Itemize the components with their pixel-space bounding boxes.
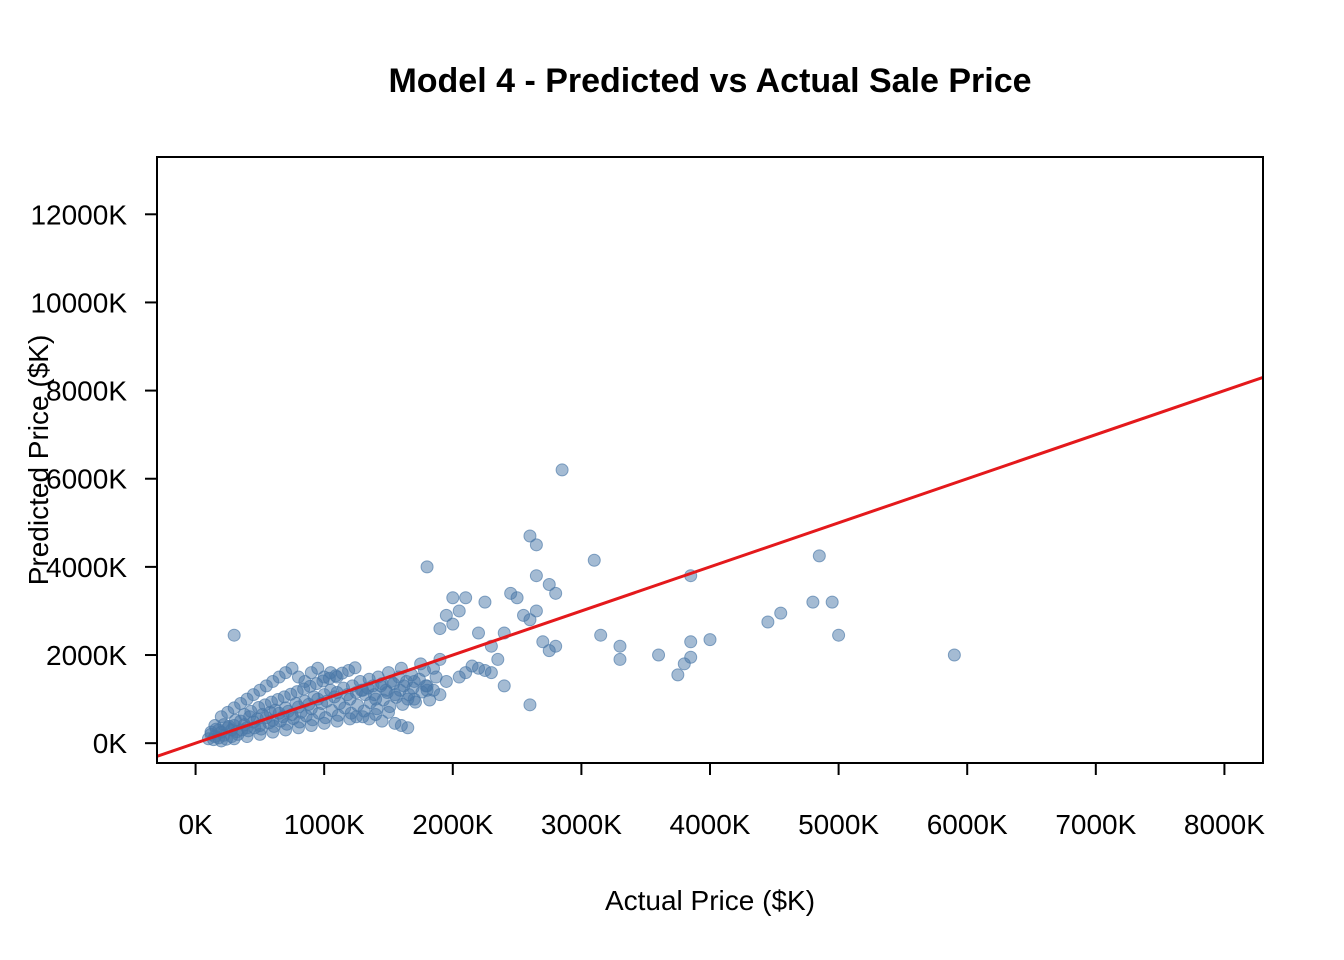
y-axis-label: Predicted Price ($K)	[23, 335, 54, 586]
data-point	[452, 604, 466, 618]
data-point	[523, 529, 537, 543]
x-tick-label: 3000K	[541, 809, 622, 840]
data-point	[510, 591, 524, 605]
data-point	[439, 608, 453, 622]
data-point	[227, 628, 241, 642]
data-point	[523, 698, 537, 712]
data-point	[396, 697, 410, 711]
data-point	[536, 635, 550, 649]
data-point	[401, 721, 415, 735]
data-point	[311, 661, 325, 675]
data-point	[684, 635, 698, 649]
x-axis-label: Actual Price ($K)	[605, 885, 815, 916]
chart-title: Model 4 - Predicted vs Actual Sale Price	[388, 62, 1031, 100]
y-tick-label: 6000K	[46, 464, 127, 495]
data-point	[761, 615, 775, 629]
data-point	[825, 595, 839, 609]
data-point	[383, 700, 397, 714]
y-tick-label: 0K	[93, 728, 128, 759]
y-tick-label: 2000K	[46, 640, 127, 671]
x-tick-label: 1000K	[284, 809, 365, 840]
data-point	[423, 693, 437, 707]
data-point	[370, 702, 384, 716]
data-point	[684, 650, 698, 664]
data-point	[774, 606, 788, 620]
data-point	[947, 648, 961, 662]
data-point	[465, 659, 479, 673]
data-point	[555, 463, 569, 477]
data-point	[613, 652, 627, 666]
data-point	[446, 591, 460, 605]
data-point	[433, 622, 447, 636]
data-point	[652, 648, 666, 662]
x-tick-label: 7000K	[1055, 809, 1136, 840]
x-axis: 0K 1000K 2000K 3000K 4000K 5000K 6000K 7000K 800…	[178, 762, 1265, 840]
x-tick-label: 2000K	[412, 809, 493, 840]
data-point	[348, 661, 362, 675]
data-point	[420, 560, 434, 574]
data-point	[812, 549, 826, 563]
x-tick-label: 6000K	[927, 809, 1008, 840]
y-tick-label: 10000K	[30, 287, 127, 318]
data-point	[478, 595, 492, 609]
data-point	[529, 604, 543, 618]
data-point	[497, 679, 511, 693]
data-point	[491, 652, 505, 666]
x-tick-label: 4000K	[670, 809, 751, 840]
y-tick-label: 4000K	[46, 552, 127, 583]
x-tick-label: 8000K	[1184, 809, 1265, 840]
data-point	[459, 591, 473, 605]
y-axis: 0K 2000K 4000K 6000K 8000K 10000K 12000K	[30, 199, 158, 759]
data-point	[529, 569, 543, 583]
data-point	[542, 578, 556, 592]
data-point	[285, 661, 299, 675]
reference-line	[157, 375, 1263, 758]
data-point	[419, 679, 433, 693]
data-point	[671, 668, 685, 682]
data-point	[703, 633, 717, 647]
data-point	[594, 628, 608, 642]
data-point	[832, 628, 846, 642]
x-tick-label: 5000K	[798, 809, 879, 840]
data-point	[587, 553, 601, 567]
data-point	[472, 626, 486, 640]
data-point	[452, 670, 466, 684]
y-tick-label: 8000K	[46, 376, 127, 407]
data-point	[478, 663, 492, 677]
data-point	[408, 695, 422, 709]
data-point	[446, 617, 460, 631]
data-point	[429, 670, 443, 684]
data-point	[549, 586, 563, 600]
data-point	[375, 714, 389, 728]
data-point	[388, 716, 402, 730]
data-point	[529, 538, 543, 552]
y-tick-label: 12000K	[30, 199, 127, 230]
data-point	[613, 639, 627, 653]
data-point	[523, 613, 537, 627]
data-point	[806, 595, 820, 609]
data-point	[549, 639, 563, 653]
scatter-points	[201, 463, 961, 748]
x-tick-label: 0K	[178, 809, 213, 840]
plot-frame	[156, 156, 1264, 764]
